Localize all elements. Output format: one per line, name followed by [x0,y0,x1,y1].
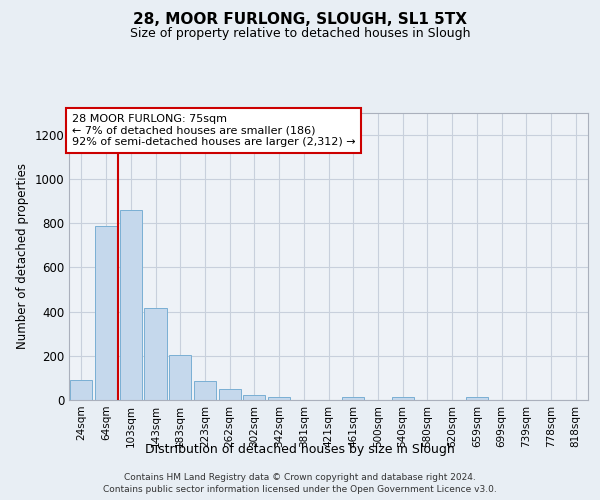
Bar [70,380,92,400]
Text: Size of property relative to detached houses in Slough: Size of property relative to detached ho… [130,28,470,40]
Bar [466,398,488,400]
Bar [95,226,117,400]
Bar [392,398,414,400]
Text: 28, MOOR FURLONG, SLOUGH, SL1 5TX: 28, MOOR FURLONG, SLOUGH, SL1 5TX [133,12,467,28]
Text: Contains HM Land Registry data © Crown copyright and database right 2024.: Contains HM Land Registry data © Crown c… [124,472,476,482]
Y-axis label: Number of detached properties: Number of detached properties [16,163,29,350]
Bar [268,396,290,400]
Bar [194,381,216,400]
Bar [169,354,191,400]
Bar [342,397,364,400]
Text: Distribution of detached houses by size in Slough: Distribution of detached houses by size … [145,442,455,456]
Text: Contains public sector information licensed under the Open Government Licence v3: Contains public sector information licen… [103,485,497,494]
Bar [145,308,167,400]
Bar [218,389,241,400]
Bar [243,395,265,400]
Text: 28 MOOR FURLONG: 75sqm
← 7% of detached houses are smaller (186)
92% of semi-det: 28 MOOR FURLONG: 75sqm ← 7% of detached … [71,114,355,147]
Bar [119,210,142,400]
